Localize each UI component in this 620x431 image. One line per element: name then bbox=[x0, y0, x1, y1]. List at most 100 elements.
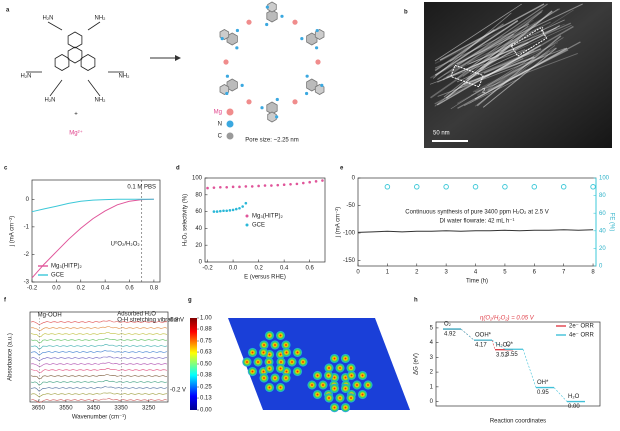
density-blob bbox=[281, 373, 291, 383]
data-point bbox=[231, 208, 235, 212]
density-blob bbox=[346, 363, 356, 373]
spectrum bbox=[30, 344, 168, 350]
x-tick-label: 7 bbox=[562, 270, 566, 276]
fiber bbox=[457, 21, 551, 69]
density-blob bbox=[324, 363, 334, 373]
data-point bbox=[321, 179, 324, 182]
amine-label: NH₂ bbox=[95, 98, 107, 104]
fiber bbox=[430, 22, 530, 79]
data-point bbox=[244, 185, 248, 188]
spectrum bbox=[30, 332, 168, 337]
fiber bbox=[474, 47, 568, 100]
plot-frame bbox=[29, 311, 169, 403]
x-tick-label: 0 bbox=[356, 270, 360, 276]
atom-mg bbox=[315, 59, 321, 65]
legend-label: C bbox=[218, 134, 223, 140]
bond bbox=[87, 79, 101, 97]
colorbar-label: 0.00 bbox=[200, 408, 212, 414]
fiber bbox=[463, 56, 535, 86]
fiber bbox=[459, 19, 534, 64]
colorbar-label: 0.25 bbox=[200, 385, 212, 391]
density-blob bbox=[264, 330, 275, 341]
ring bbox=[266, 9, 278, 23]
value-label: 0.95 bbox=[537, 390, 549, 396]
fiber bbox=[456, 33, 514, 66]
data-point bbox=[301, 181, 305, 185]
x-axis-label: E (versus RHE) bbox=[244, 275, 286, 281]
colorbar bbox=[190, 318, 197, 410]
reference-label: U⁰O₂/H₂O₂ bbox=[111, 241, 141, 248]
atom-n bbox=[275, 115, 279, 119]
annotation: 0.8 V bbox=[170, 318, 184, 324]
legend-atom bbox=[226, 120, 234, 128]
panel-label: c bbox=[4, 166, 8, 172]
y-tick-label: 5 bbox=[430, 325, 434, 331]
amine-label: NH₂ bbox=[95, 16, 107, 22]
spectrum bbox=[30, 320, 168, 325]
spectrum bbox=[30, 362, 168, 367]
x-tick-label: 0.4 bbox=[280, 266, 289, 272]
region bbox=[510, 27, 548, 57]
y2-axis-label: FE (%) bbox=[608, 213, 614, 232]
data-point bbox=[414, 184, 420, 190]
connector bbox=[522, 349, 537, 388]
density-blob bbox=[352, 380, 362, 390]
fiber bbox=[456, 3, 583, 65]
data-point bbox=[502, 184, 508, 190]
density-blob bbox=[340, 353, 351, 364]
ring bbox=[67, 31, 83, 49]
density-blob bbox=[298, 357, 308, 367]
fiber bbox=[437, 47, 566, 97]
density-blob bbox=[312, 389, 323, 400]
x-axis-label: Reaction coordinates bbox=[490, 419, 546, 425]
density-blob bbox=[264, 382, 275, 393]
value-label: 3.55 bbox=[506, 352, 518, 358]
density-blob bbox=[329, 353, 340, 364]
state-label: O* bbox=[506, 342, 514, 348]
fiber bbox=[470, 25, 529, 75]
atom-mg bbox=[292, 19, 298, 25]
y2-tick-label: 80 bbox=[599, 193, 606, 199]
data-point bbox=[212, 210, 216, 213]
amine-label: H₂N bbox=[21, 74, 32, 80]
y-tick-label: -3 bbox=[24, 280, 30, 286]
y-tick-label: 100 bbox=[192, 176, 203, 182]
spectrum bbox=[30, 398, 168, 403]
atom-n bbox=[260, 106, 264, 110]
spectrum bbox=[30, 380, 168, 386]
spectrum bbox=[30, 392, 168, 398]
value-label: 4.17 bbox=[475, 343, 487, 349]
region-label: 1 bbox=[541, 28, 545, 34]
data-point bbox=[222, 209, 225, 213]
data-point bbox=[238, 206, 241, 210]
connector bbox=[491, 340, 496, 350]
data-point bbox=[231, 185, 235, 189]
plus: + bbox=[74, 112, 78, 118]
density-blob bbox=[335, 363, 345, 373]
y-axis-label: Absorbance (a.u.) bbox=[8, 333, 14, 381]
panel-label: a bbox=[6, 8, 10, 14]
fiber bbox=[487, 49, 569, 91]
y-axis-label: j (mA cm⁻²) bbox=[10, 216, 16, 248]
ring bbox=[54, 54, 70, 71]
fiber bbox=[467, 23, 536, 79]
bond bbox=[49, 79, 63, 97]
legend-swatch bbox=[245, 223, 249, 227]
ring bbox=[80, 54, 96, 71]
atom-n bbox=[240, 83, 244, 87]
x-tick-label: 3250 bbox=[142, 406, 156, 412]
spectrum bbox=[30, 386, 168, 392]
annotation: DI water flowrate: 42 mL h⁻¹ bbox=[440, 219, 515, 225]
density-blob bbox=[329, 402, 340, 413]
atom-n bbox=[225, 74, 230, 78]
atom-mg bbox=[246, 19, 252, 25]
y-tick-label: 2 bbox=[430, 370, 434, 376]
atom-mg bbox=[292, 99, 298, 105]
y-tick-label: 60 bbox=[195, 209, 202, 215]
fiber bbox=[477, 50, 550, 96]
fiber bbox=[465, 9, 574, 81]
x-tick-label: 0.8 bbox=[150, 286, 159, 292]
x-tick-label: 3 bbox=[444, 270, 448, 276]
panel-label: g bbox=[188, 298, 192, 304]
bond bbox=[87, 21, 101, 31]
